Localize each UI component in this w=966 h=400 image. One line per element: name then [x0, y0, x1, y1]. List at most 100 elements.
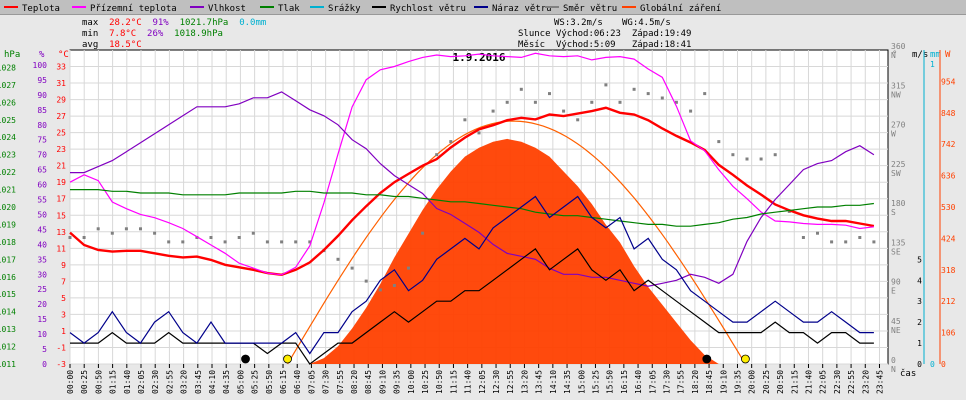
wind-direction-point [576, 118, 580, 122]
x-tick-label: 07:05 [307, 370, 316, 394]
axis-tick-pressure_hpa: 1028 [0, 63, 16, 72]
wind-direction-point [449, 140, 453, 144]
wind-direction-point [251, 231, 255, 235]
wind-direction-point [110, 231, 114, 235]
wind-direction-point [308, 240, 312, 244]
x-tick-label: 10:50 [435, 370, 444, 394]
wind-direction-point [392, 284, 396, 287]
legend-swatch-5 [372, 6, 386, 8]
legend-swatch-0 [4, 6, 18, 8]
axis-tick-radiation: 318 [941, 266, 956, 275]
stats-max-hum: 91% [152, 18, 169, 28]
wind-direction-point [801, 236, 805, 239]
moon-label: Měsíc [518, 40, 546, 50]
wind-direction-point [265, 240, 269, 244]
axis-unit-pressure_hpa: hPa [4, 50, 20, 60]
axis-tick-humidity_pct: 80 [37, 121, 47, 130]
wind-direction-point [364, 279, 368, 283]
wind-direction-point [195, 236, 199, 239]
wind-direction-point [463, 118, 467, 122]
moon-row: Měsíc Východ:5:09 Západ:18:41 [518, 40, 691, 50]
axis-tick-humidity_pct: 45 [37, 225, 47, 234]
wind-direction-point [816, 231, 819, 235]
x-tick-label: 12:30 [492, 370, 501, 394]
x-tick-label: 15:00 [577, 370, 586, 394]
axis-tick-temp_c: 25 [56, 129, 66, 138]
axis-tick-temp_c: 9 [61, 261, 66, 270]
axis-tick-humidity_pct: 70 [37, 151, 47, 160]
x-tick-label: 15:50 [606, 370, 615, 394]
axis-tick-pressure_hpa: 1025 [0, 116, 16, 125]
wind-direction-point [82, 236, 86, 239]
wind-direction-point [237, 236, 241, 239]
axis-tick-direction-label: NW [891, 90, 901, 99]
axis-tick-direction: 360 [891, 42, 906, 51]
axis-tick-temp_c: -3 [56, 360, 66, 369]
wind-direction-point [124, 227, 128, 231]
axis-tick-pressure_hpa: 1011 [0, 360, 16, 369]
axis-tick-temp_c: 3 [61, 310, 66, 319]
wind-direction-point [139, 227, 142, 231]
axis-tick-radiation: 636 [941, 172, 956, 181]
wind-direction-point [548, 92, 551, 96]
legend-label-8: Globální záření [640, 4, 721, 14]
x-tick-label: 14:10 [549, 370, 558, 394]
sun-row: Slunce Východ:06:23 Západ:19:49 [518, 29, 691, 39]
axis-tick-wind: 3 [917, 297, 922, 306]
axis-tick-humidity_pct: 25 [37, 285, 47, 294]
x-tick-label: 08:20 [350, 370, 359, 394]
x-tick-label: 09:10 [378, 370, 387, 394]
x-tick-label: 21:40 [804, 370, 813, 394]
axis-unit-ms: m/s [912, 50, 928, 60]
x-tick-label: 21:15 [790, 370, 799, 394]
stats-avg-label: avg [82, 40, 99, 50]
stats-avg-row: avg 18.5°C [82, 40, 142, 50]
axis-tick-humidity_pct: 75 [37, 136, 47, 145]
series-vlhkost [70, 91, 875, 287]
wind-direction-point [491, 109, 495, 113]
axis-tick-rain: 0 [930, 360, 935, 369]
axis-tick-wind: 5 [917, 255, 922, 264]
x-tick-label: 13:20 [520, 370, 529, 394]
axis-tick-humidity_pct: 20 [37, 300, 47, 309]
legend-swatch-3 [260, 6, 274, 8]
wind-direction-point [378, 288, 382, 292]
axis-tick-pressure_hpa: 1023 [0, 151, 16, 160]
axis-tick-radiation: 106 [941, 329, 956, 338]
clear-sky-model-curve [287, 120, 743, 365]
x-tick-label: 04:35 [222, 370, 231, 394]
wind-direction-point [858, 236, 862, 239]
x-tick-label: 07:30 [322, 370, 331, 394]
wind-direction-point [181, 240, 185, 244]
axis-unit-mm: mm [930, 50, 941, 60]
x-tick-label: 22:30 [833, 370, 842, 394]
x-tick-label: 22:05 [819, 370, 828, 394]
wind-direction-point [223, 240, 227, 244]
axis-tick-humidity_pct: 35 [37, 255, 47, 264]
axis-tick-humidity_pct: 100 [33, 61, 48, 70]
axis-tick-direction-label: SE [891, 247, 901, 256]
axis-tick-temp_c: 17 [56, 195, 66, 204]
axis-tick-direction-label: E [891, 287, 896, 296]
x-tick-label: 02:55 [165, 370, 174, 394]
legend-label-3: Tlak [278, 4, 300, 14]
stats-max-temp: 28.2°C [109, 18, 142, 28]
x-tick-label: 20:00 [748, 370, 757, 394]
x-tick-label: 01:15 [109, 370, 118, 394]
axis-tick-pressure_hpa: 1016 [0, 273, 16, 282]
axis-tick-radiation: 0 [941, 360, 946, 369]
moonrise-marker [241, 354, 250, 364]
wind-direction-point [703, 92, 707, 96]
moonrise-time: Východ:5:09 [555, 40, 616, 50]
x-tick-label: 12:05 [478, 370, 487, 394]
axis-tick-direction-label: NE [891, 326, 901, 335]
axis-tick-humidity_pct: 60 [37, 181, 47, 190]
axis-tick-pressure_hpa: 1013 [0, 325, 16, 334]
series-naraz-vetru [69, 195, 874, 355]
wind-direction-point [533, 100, 537, 104]
legend-swatch-7 [545, 6, 559, 8]
axis-tick-direction: 135 [891, 238, 906, 247]
legend-label-0: Teplota [22, 4, 60, 14]
